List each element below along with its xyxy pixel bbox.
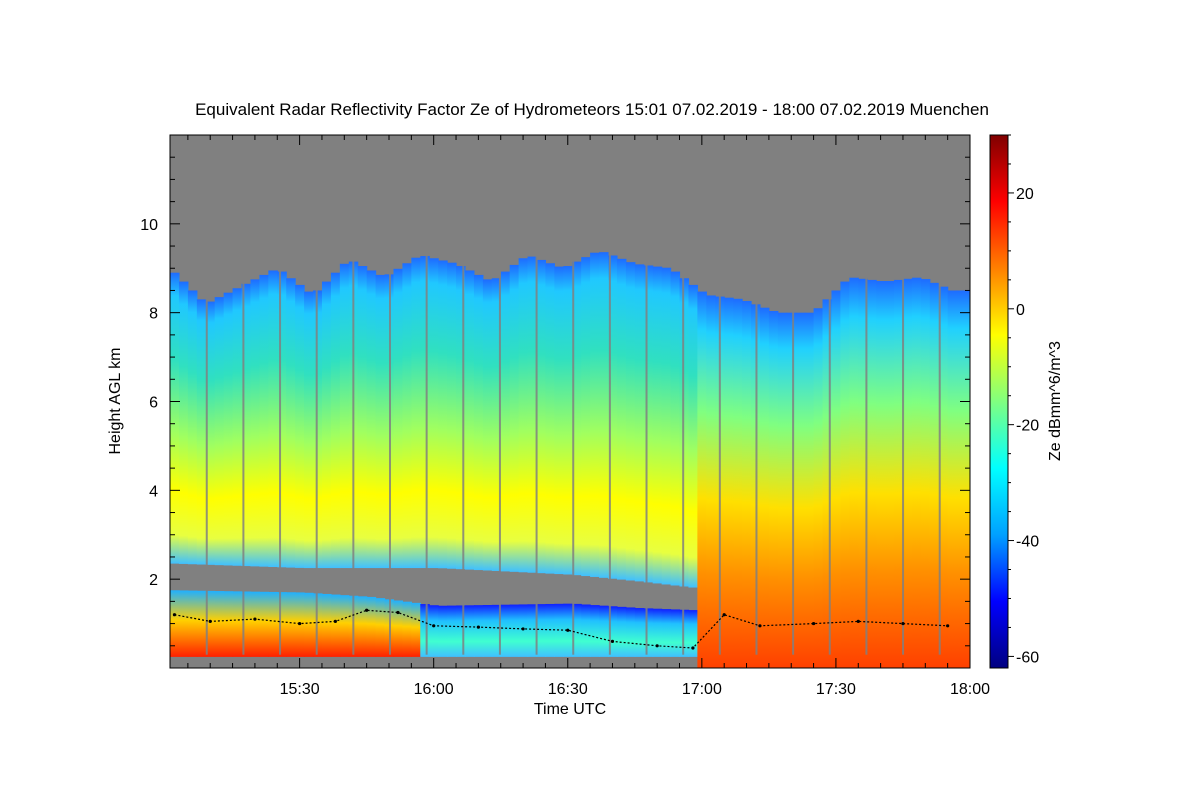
- y-tick-label: 6: [149, 395, 158, 412]
- y-tick-label: 4: [149, 483, 158, 500]
- colorbar-tick-label: -60: [1016, 649, 1039, 666]
- colorbar-tick-label: 20: [1016, 186, 1034, 203]
- x-tick-label: 17:00: [682, 681, 722, 698]
- plot-area: 15:30 16:00 16:30 17:00 17:30 18:00 2 4 6 8 10: [140, 134, 990, 698]
- y-tick-label: 2: [149, 572, 158, 589]
- y-tick-label: 8: [149, 306, 158, 323]
- colorbar-tick-label: -40: [1016, 534, 1039, 551]
- colorbar: 20 0 -20 -40 -60 Ze dBmm^6/m^3: [989, 134, 1064, 669]
- x-tick-label: 17:30: [816, 681, 856, 698]
- x-tick-label: 16:00: [414, 681, 454, 698]
- colorbar-tick-label: -20: [1016, 418, 1039, 435]
- y-axis-label: Height AGL km: [107, 347, 124, 454]
- colorbar-gradient: [989, 134, 1009, 669]
- y-tick-label: 10: [140, 217, 158, 234]
- colorbar-tick-label: 0: [1016, 302, 1025, 319]
- colorbar-label: Ze dBmm^6/m^3: [1047, 341, 1064, 461]
- x-tick-label: 16:30: [548, 681, 588, 698]
- x-axis-label: Time UTC: [534, 701, 606, 718]
- chart-title: Equivalent Radar Reflectivity Factor Ze …: [195, 100, 989, 119]
- x-tick-label: 18:00: [950, 681, 990, 698]
- x-tick-label: 15:30: [280, 681, 320, 698]
